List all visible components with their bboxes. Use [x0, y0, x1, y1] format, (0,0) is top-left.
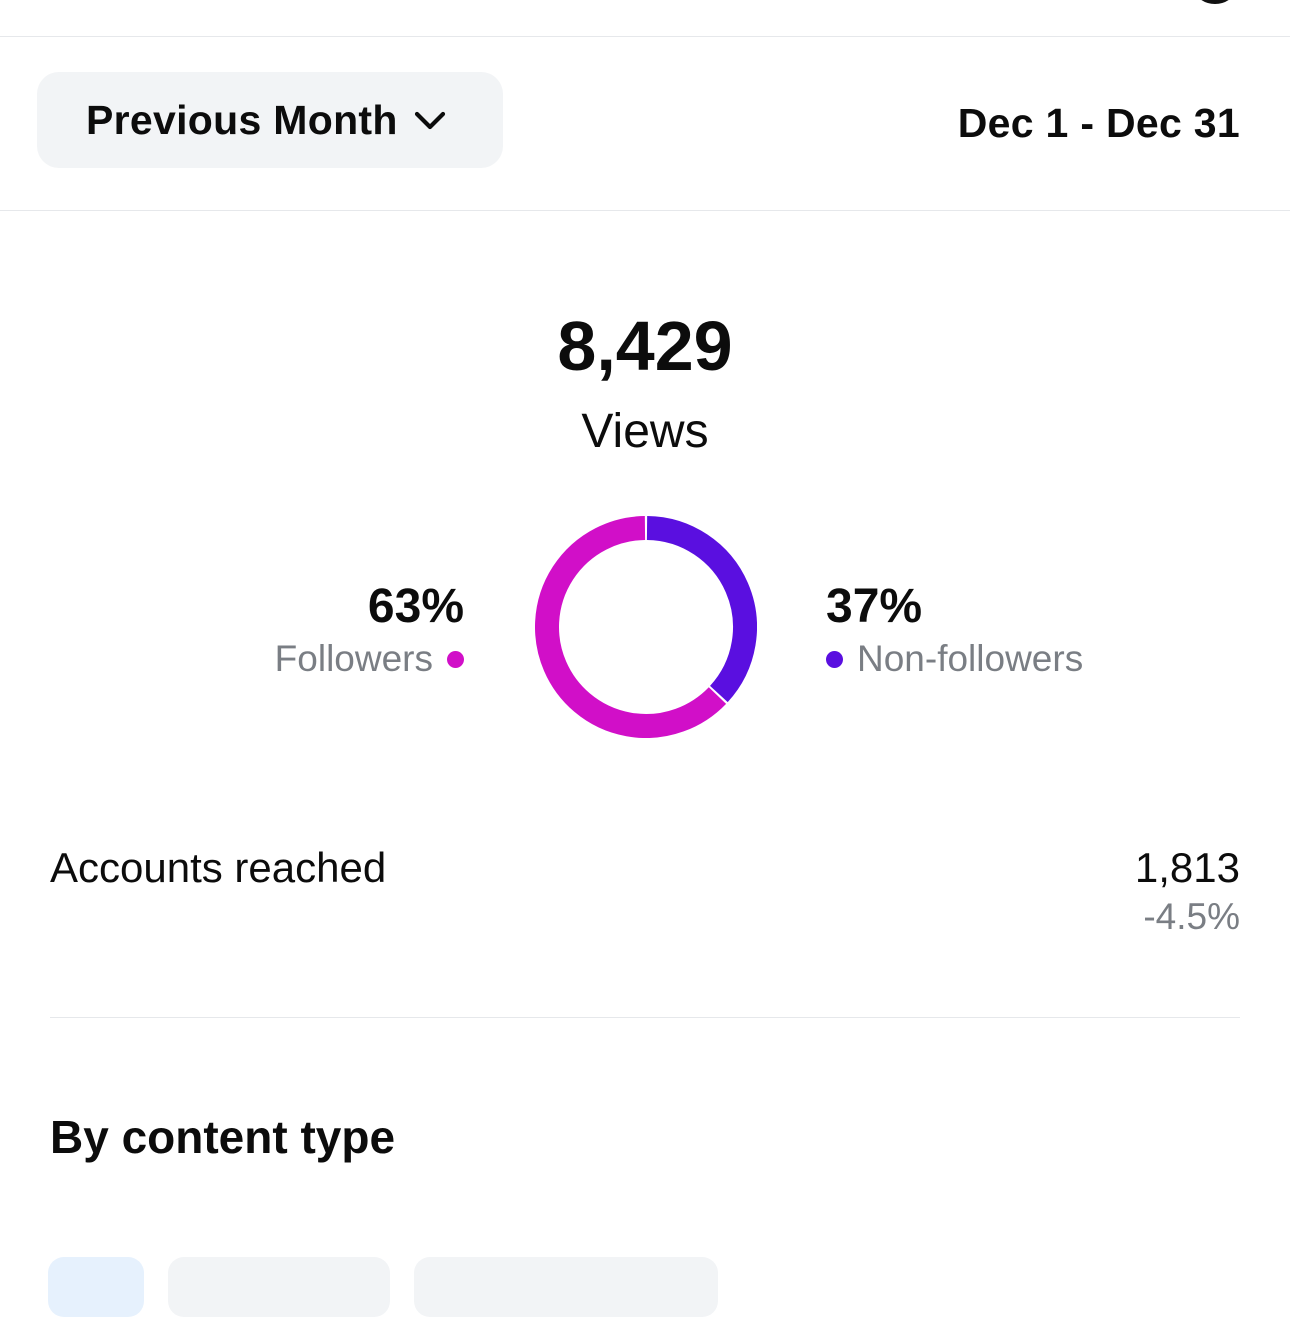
- chevron-down-icon: [414, 111, 445, 130]
- views-total: 8,429: [557, 307, 733, 385]
- non-followers-stat: 37% Non-followers: [826, 578, 1083, 682]
- accounts-reached-value: 1,813: [1134, 844, 1240, 891]
- non-followers-label: Non-followers: [857, 638, 1084, 679]
- followers-percent: 63%: [367, 580, 464, 633]
- period-dropdown-button[interactable]: Previous Month: [37, 72, 503, 168]
- content-type-chip[interactable]: [168, 1257, 390, 1317]
- non-followers-percent: 37%: [826, 580, 923, 633]
- non-followers-legend-dot: [826, 650, 843, 668]
- date-range: Dec 1 - Dec 31: [957, 100, 1240, 146]
- views-label: Views: [581, 405, 709, 458]
- views-donut-chart: [535, 516, 757, 738]
- profile-icon[interactable]: [1190, 0, 1240, 4]
- top-divider: [0, 36, 1290, 37]
- donut-slice-followers: [535, 516, 727, 738]
- followers-label: Followers: [274, 638, 433, 679]
- content-type-chip[interactable]: [414, 1257, 718, 1317]
- section-divider: [50, 1017, 1240, 1018]
- period-label: Previous Month: [86, 96, 398, 143]
- accounts-reached-label: Accounts reached: [50, 844, 387, 891]
- content-type-chip-selected[interactable]: [48, 1257, 144, 1317]
- content-type-title: By content type: [50, 1111, 396, 1163]
- accounts-reached-change: -4.5%: [1143, 896, 1240, 937]
- header-divider: [0, 210, 1290, 211]
- followers-stat: 63% Followers: [275, 578, 464, 682]
- donut-slice-non-followers: [646, 516, 757, 703]
- followers-legend-dot: [447, 650, 464, 668]
